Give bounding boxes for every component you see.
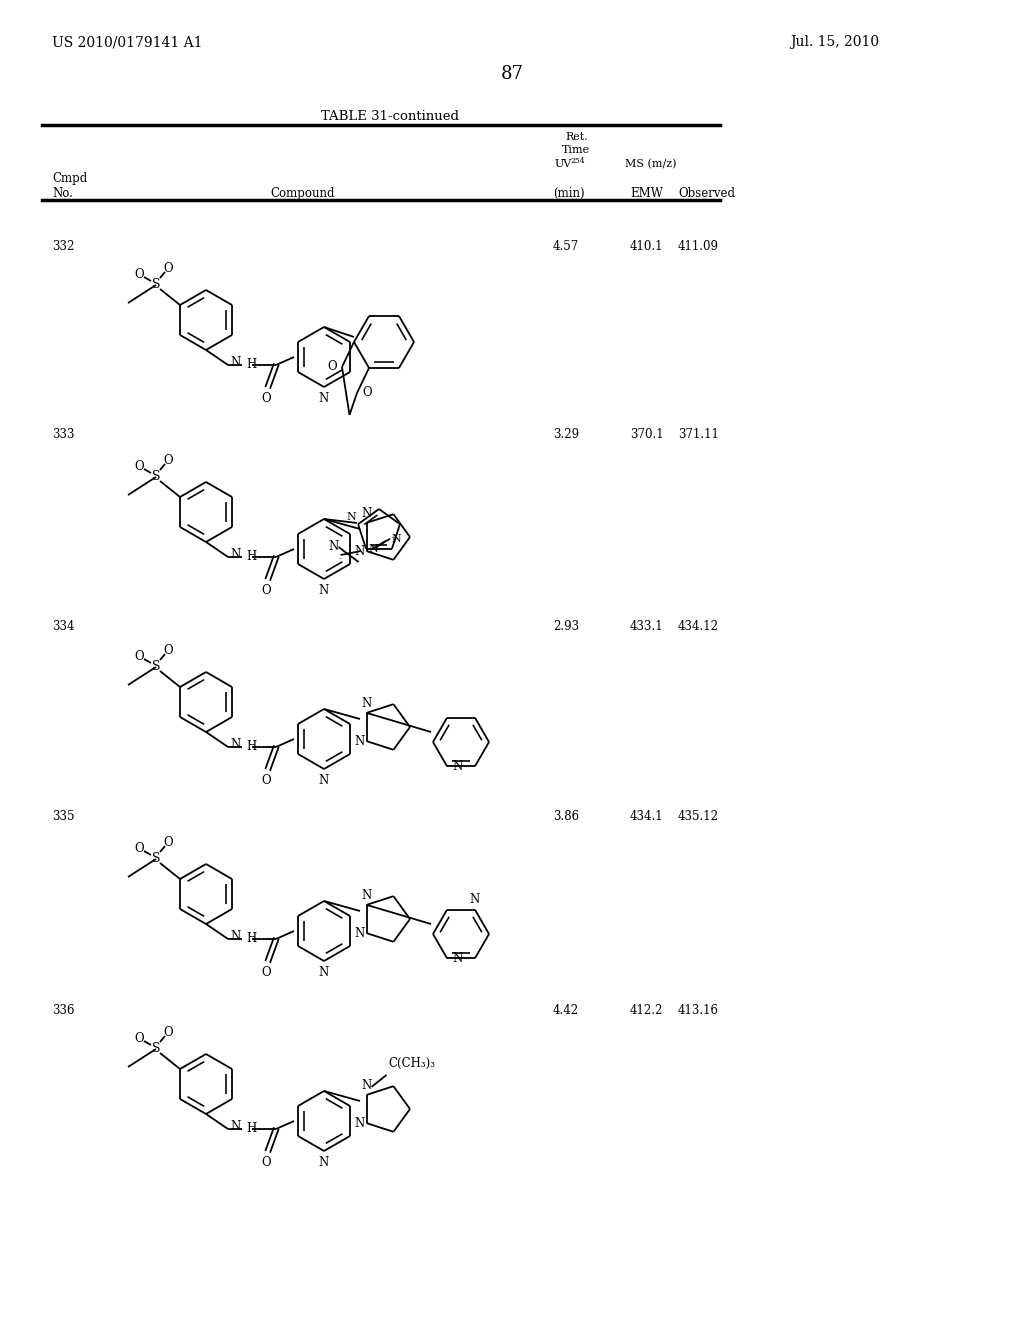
Text: O: O xyxy=(163,644,173,656)
Text: N: N xyxy=(230,931,241,944)
Text: C(CH₃)₃: C(CH₃)₃ xyxy=(388,1057,435,1071)
Text: O: O xyxy=(163,836,173,849)
Text: S: S xyxy=(152,853,160,866)
Text: N: N xyxy=(354,735,365,747)
Text: N: N xyxy=(318,583,329,597)
Text: O: O xyxy=(134,461,143,474)
Text: N: N xyxy=(361,697,372,710)
Text: 4.57: 4.57 xyxy=(553,240,580,253)
Text: H: H xyxy=(246,359,256,371)
Text: Cmpd: Cmpd xyxy=(52,172,87,185)
Text: N: N xyxy=(368,544,378,554)
Text: H: H xyxy=(246,932,256,945)
Text: O: O xyxy=(134,842,143,855)
Text: 412.2: 412.2 xyxy=(630,1005,664,1016)
Text: N: N xyxy=(230,738,241,751)
Text: N: N xyxy=(230,1121,241,1134)
Text: 336: 336 xyxy=(52,1005,75,1016)
Text: UV: UV xyxy=(555,158,572,169)
Text: MS (m/z): MS (m/z) xyxy=(625,158,677,169)
Text: 434.1: 434.1 xyxy=(630,810,664,822)
Text: O: O xyxy=(261,392,270,405)
Text: Ret.: Ret. xyxy=(565,132,588,143)
Text: O: O xyxy=(134,651,143,664)
Text: 434.12: 434.12 xyxy=(678,620,719,634)
Text: N: N xyxy=(346,512,356,523)
Text: H: H xyxy=(246,550,256,564)
Text: N: N xyxy=(318,1156,329,1170)
Text: N: N xyxy=(452,760,462,772)
Text: O: O xyxy=(134,268,143,281)
Text: 335: 335 xyxy=(52,810,75,822)
Text: N: N xyxy=(318,392,329,405)
Text: 435.12: 435.12 xyxy=(678,810,719,822)
Text: Time: Time xyxy=(562,145,590,154)
Text: S: S xyxy=(152,660,160,673)
Text: O: O xyxy=(163,454,173,466)
Text: N: N xyxy=(470,892,480,906)
Text: No.: No. xyxy=(52,187,73,201)
Text: N: N xyxy=(354,927,365,940)
Text: O: O xyxy=(163,1026,173,1039)
Text: EMW: EMW xyxy=(630,187,663,201)
Text: 410.1: 410.1 xyxy=(630,240,664,253)
Text: 433.1: 433.1 xyxy=(630,620,664,634)
Text: 333: 333 xyxy=(52,428,75,441)
Text: N: N xyxy=(230,356,241,370)
Text: (min): (min) xyxy=(553,187,585,201)
Text: H: H xyxy=(246,741,256,754)
Text: 413.16: 413.16 xyxy=(678,1005,719,1016)
Text: 370.1: 370.1 xyxy=(630,428,664,441)
Text: 371.11: 371.11 xyxy=(678,428,719,441)
Text: TABLE 31-continued: TABLE 31-continued xyxy=(321,110,459,123)
Text: US 2010/0179141 A1: US 2010/0179141 A1 xyxy=(52,36,203,49)
Text: O: O xyxy=(362,387,372,400)
Text: 4.42: 4.42 xyxy=(553,1005,580,1016)
Text: O: O xyxy=(163,261,173,275)
Text: 87: 87 xyxy=(501,65,523,83)
Text: 3.29: 3.29 xyxy=(553,428,580,441)
Text: O: O xyxy=(134,1032,143,1045)
Text: N: N xyxy=(230,549,241,561)
Text: O: O xyxy=(328,360,337,374)
Text: O: O xyxy=(261,774,270,787)
Text: N: N xyxy=(361,888,372,902)
Text: N: N xyxy=(318,774,329,787)
Text: H: H xyxy=(246,1122,256,1135)
Text: N: N xyxy=(318,966,329,979)
Text: O: O xyxy=(261,583,270,597)
Text: N: N xyxy=(354,1117,365,1130)
Text: O: O xyxy=(261,1156,270,1170)
Text: N: N xyxy=(361,507,372,520)
Text: Jul. 15, 2010: Jul. 15, 2010 xyxy=(790,36,880,49)
Text: Observed: Observed xyxy=(678,187,735,201)
Text: 3.86: 3.86 xyxy=(553,810,580,822)
Text: N: N xyxy=(391,533,400,544)
Text: S: S xyxy=(152,1043,160,1056)
Text: N: N xyxy=(329,540,339,553)
Text: 411.09: 411.09 xyxy=(678,240,719,253)
Text: 334: 334 xyxy=(52,620,75,634)
Text: N: N xyxy=(452,952,462,965)
Text: 254: 254 xyxy=(570,157,585,165)
Text: O: O xyxy=(261,966,270,979)
Text: Compound: Compound xyxy=(270,187,335,201)
Text: N: N xyxy=(354,545,365,557)
Text: S: S xyxy=(152,279,160,292)
Text: 332: 332 xyxy=(52,240,75,253)
Text: N: N xyxy=(361,1078,372,1092)
Text: S: S xyxy=(152,470,160,483)
Text: 2.93: 2.93 xyxy=(553,620,580,634)
